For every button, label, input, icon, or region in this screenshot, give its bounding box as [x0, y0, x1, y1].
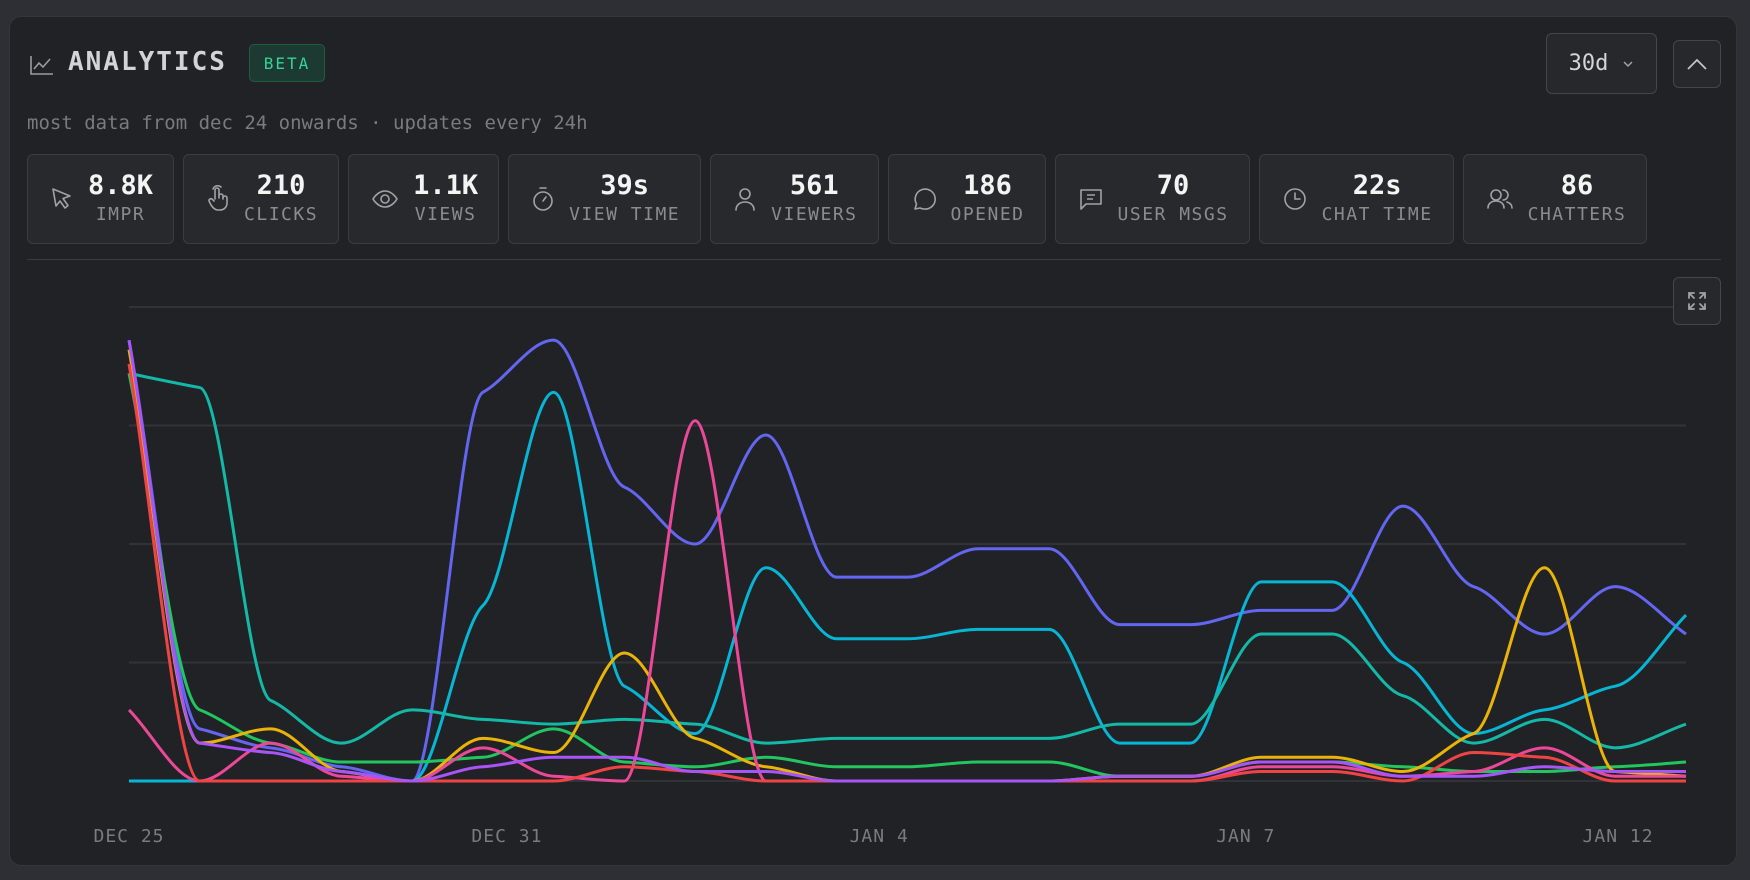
page-title: ANALYTICS	[68, 47, 227, 77]
stat-card-impr[interactable]: 8.8K IMPR	[27, 154, 175, 244]
stat-card-chat-time[interactable]: 22s CHAT TIME	[1258, 154, 1454, 244]
expand-icon	[1688, 292, 1706, 310]
clock-icon	[1283, 188, 1306, 210]
series-line-5	[127, 419, 1686, 783]
stat-card-clicks[interactable]: 210 CLICKS	[183, 154, 340, 244]
range-select-value: 30d	[1568, 51, 1609, 76]
stat-value: 22s	[1352, 170, 1402, 201]
stat-value: 70	[1156, 170, 1190, 201]
collapse-button[interactable]	[1673, 40, 1721, 88]
series-line-3	[127, 373, 1687, 778]
range-select[interactable]: 30d	[1546, 33, 1657, 94]
x-tick-label: DEC 31	[471, 826, 542, 847]
stat-label: OPENED	[950, 204, 1025, 225]
stat-label: VIEWS	[414, 204, 477, 225]
stat-card-views[interactable]: 1.1K VIEWS	[348, 154, 500, 244]
chevron-down-icon	[1623, 60, 1633, 67]
stat-label: USER MSGS	[1117, 204, 1229, 225]
stat-value: 186	[963, 170, 1012, 201]
stat-value: 1.1K	[413, 170, 479, 201]
series-line-1	[129, 390, 1688, 783]
expand-chart-button[interactable]	[1673, 277, 1721, 325]
stat-card-viewers[interactable]: 561 VIEWERS	[710, 154, 879, 244]
hand-pointer-icon	[208, 185, 228, 211]
stat-card-opened[interactable]: 186 OPENED	[887, 154, 1046, 244]
analytics-panel: ANALYTICS BETA 30d most data from dec 24…	[9, 16, 1737, 866]
stat-label: IMPR	[95, 204, 146, 225]
subtitle: most data from dec 24 onwards · updates …	[27, 112, 588, 134]
stat-value: 39s	[600, 170, 649, 201]
chevron-up-icon	[1687, 58, 1707, 70]
stat-card-chatters[interactable]: 86 CHATTERS	[1462, 154, 1648, 244]
series-line-7	[127, 339, 1686, 783]
x-tick-label: JAN 4	[850, 826, 909, 847]
stat-card-user-msgs[interactable]: 70 USER MSGS	[1054, 154, 1250, 244]
stat-label: CLICKS	[244, 204, 319, 225]
series-line-2	[128, 371, 1687, 750]
stat-value: 86	[1560, 170, 1594, 201]
cursor-icon	[52, 188, 71, 209]
users-icon	[1486, 189, 1513, 209]
eye-icon	[372, 190, 398, 208]
message-circle-icon	[913, 188, 936, 210]
line-chart: DEC 25 DEC 31 JAN 4 JAN 7 JAN 12	[93, 306, 1688, 847]
x-tick-label: JAN 12	[1583, 826, 1654, 847]
user-icon	[735, 188, 755, 211]
line-chart-icon	[30, 56, 53, 75]
stat-label: CHATTERS	[1527, 204, 1627, 225]
stopwatch-icon	[533, 187, 553, 211]
stat-value: 210	[256, 170, 306, 201]
stat-card-view-time[interactable]: 39s VIEW TIME	[508, 154, 702, 244]
stat-label: CHAT TIME	[1321, 204, 1433, 225]
series-line-0	[127, 338, 1687, 783]
stat-label: VIEW TIME	[569, 204, 681, 225]
message-square-text-icon	[1079, 189, 1102, 210]
stat-label: VIEWERS	[771, 204, 858, 225]
divider	[27, 259, 1721, 260]
stat-value: 561	[789, 170, 839, 201]
stats-row: 8.8K IMPR 210 CLICKS 1.1K VIEWS 39s VIEW TIM…	[27, 154, 1648, 244]
stat-value: 8.8K	[88, 170, 154, 201]
x-tick-label: DEC 25	[93, 826, 164, 847]
x-tick-label: JAN 7	[1216, 826, 1275, 847]
beta-badge: BETA	[249, 44, 325, 82]
